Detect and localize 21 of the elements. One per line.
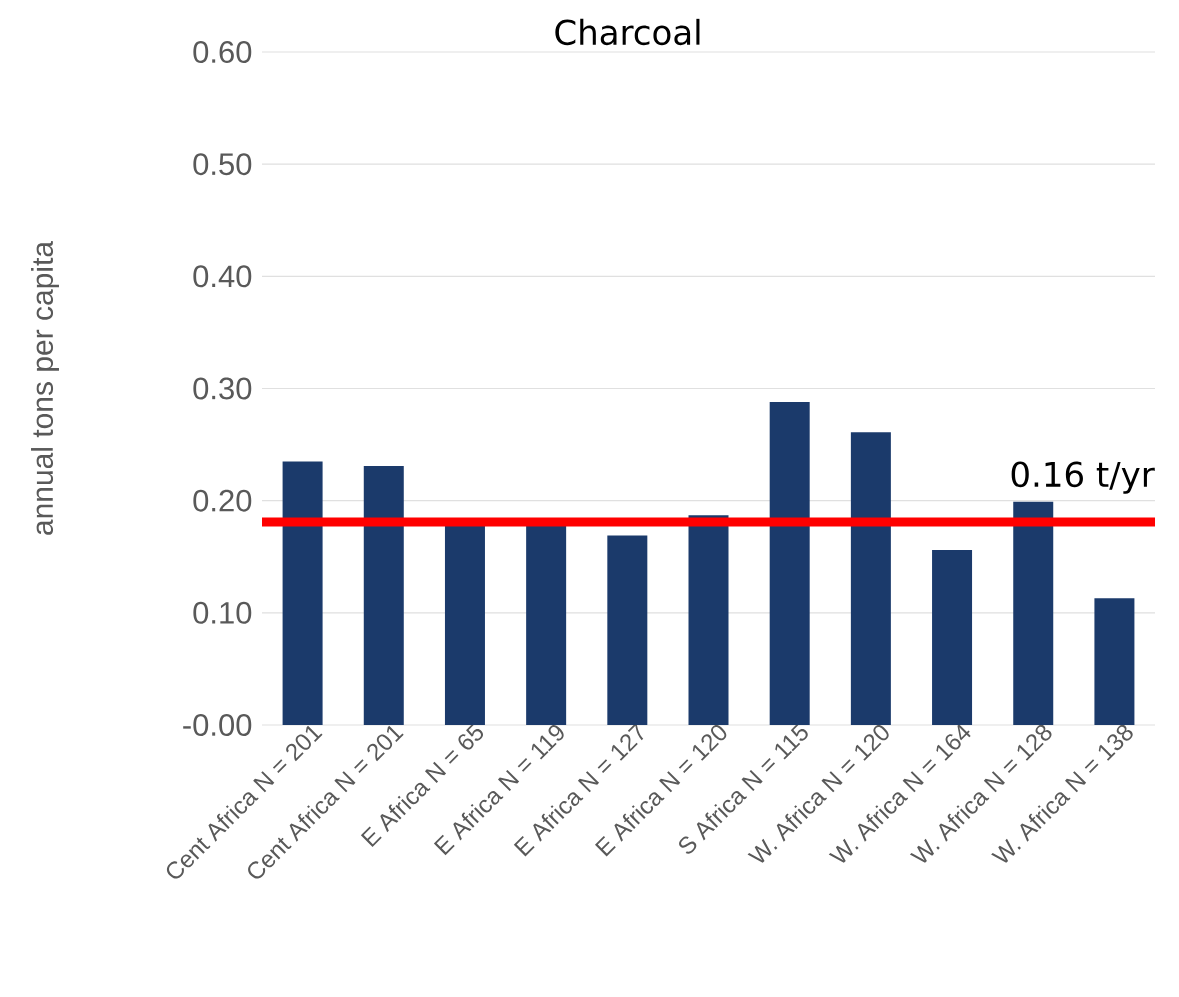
y-tick-label: 0.30: [193, 377, 252, 400]
y-tick-label: 0.20: [193, 489, 252, 512]
bar: [444, 523, 485, 725]
bar: [850, 432, 891, 725]
y-tick-label: -0.00: [183, 714, 252, 736]
ref-line-label: 0.16 t/yr: [1011, 461, 1155, 494]
bar: [363, 465, 404, 725]
chart-title: Charcoal: [555, 18, 700, 46]
bar: [282, 461, 323, 725]
y-tick-label: 0.50: [193, 153, 252, 176]
y-tick-label: 0.40: [193, 265, 252, 288]
bar: [688, 515, 729, 725]
bar: [526, 523, 567, 725]
bar: [607, 535, 648, 725]
bar: [1094, 598, 1135, 725]
y-axis-title: annual tons per capita: [31, 240, 59, 535]
bar: [769, 401, 810, 725]
y-tick-label: 0.60: [193, 41, 252, 63]
y-tick-label: 0.10: [193, 601, 252, 624]
bar: [932, 550, 973, 725]
bar: [1013, 501, 1054, 725]
